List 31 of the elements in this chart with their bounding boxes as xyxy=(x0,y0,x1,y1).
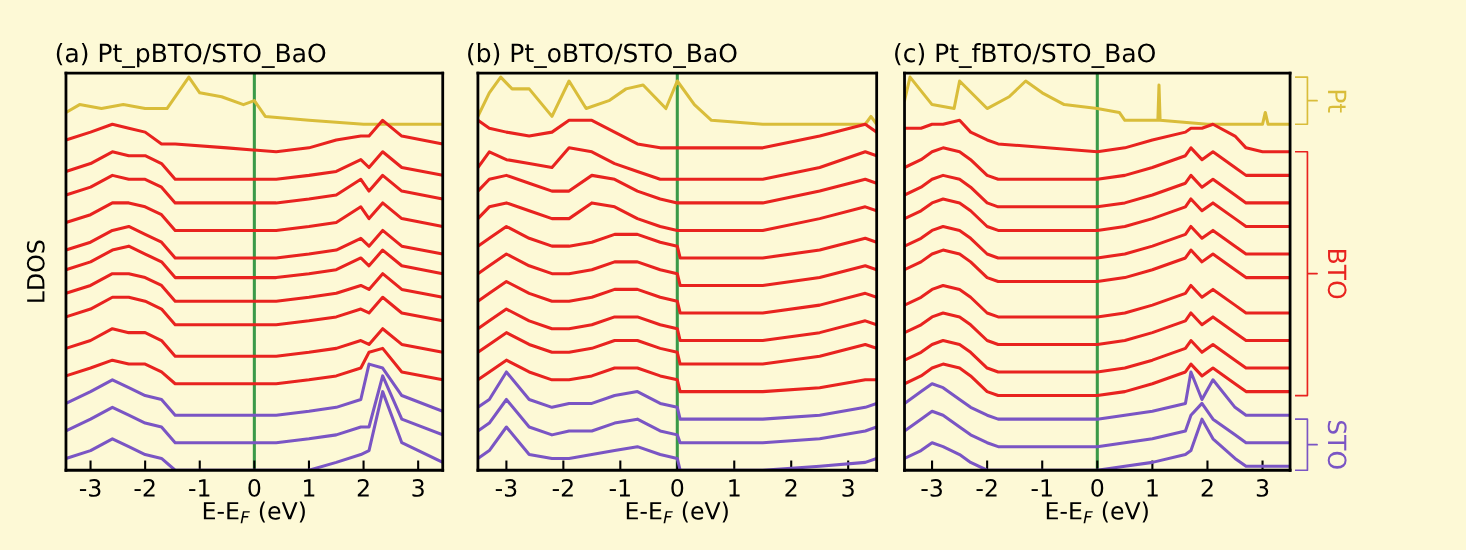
x-axis-title: E-E$_{F}$ (eV) xyxy=(203,501,305,524)
x-tick-label: 3 xyxy=(1256,479,1269,497)
x-tick-label: 1 xyxy=(304,479,315,497)
x-tick-label: -2 xyxy=(976,479,997,497)
x-tick-label: 2 xyxy=(357,479,369,497)
x-tick-label: 1 xyxy=(729,479,740,497)
chart-title: (a) Pt_pBTO/STO_BaO xyxy=(56,43,326,68)
x-tick-label: -2 xyxy=(134,479,155,497)
x-tick-label: 2 xyxy=(1201,479,1213,497)
x-tick-label: -3 xyxy=(495,479,517,497)
x-tick-label: -3 xyxy=(79,479,101,497)
chart-title: (b) Pt_oBTO/STO_BaO xyxy=(468,43,737,68)
x-tick-label: 0 xyxy=(248,479,261,497)
x-axis-title: E-E$_{F}$ (eV) xyxy=(626,501,728,524)
chart-title: (c) Pt_fBTO/STO_BaO xyxy=(895,43,1155,68)
text: Pt xyxy=(1328,90,1347,113)
x-tick-label: 1 xyxy=(1147,479,1158,497)
text: STO xyxy=(1327,420,1347,469)
x-tick-label: -1 xyxy=(1031,479,1052,497)
x-tick-label: 2 xyxy=(785,479,797,497)
x-tick-label: -2 xyxy=(552,479,573,497)
text: BTO xyxy=(1327,250,1347,299)
x-tick-label: 3 xyxy=(412,479,424,497)
x-tick-label: 3 xyxy=(842,479,854,497)
x-tick-label: -3 xyxy=(921,479,942,497)
x-tick-label: 0 xyxy=(671,479,684,497)
x-tick-label: 0 xyxy=(1091,479,1104,497)
x-tick-label: -1 xyxy=(609,479,630,497)
x-tick-label: -1 xyxy=(189,479,210,497)
x-axis-title: E-E$_{F}$ (eV) xyxy=(1046,501,1148,524)
y-axis-title: LDOS xyxy=(26,240,45,302)
